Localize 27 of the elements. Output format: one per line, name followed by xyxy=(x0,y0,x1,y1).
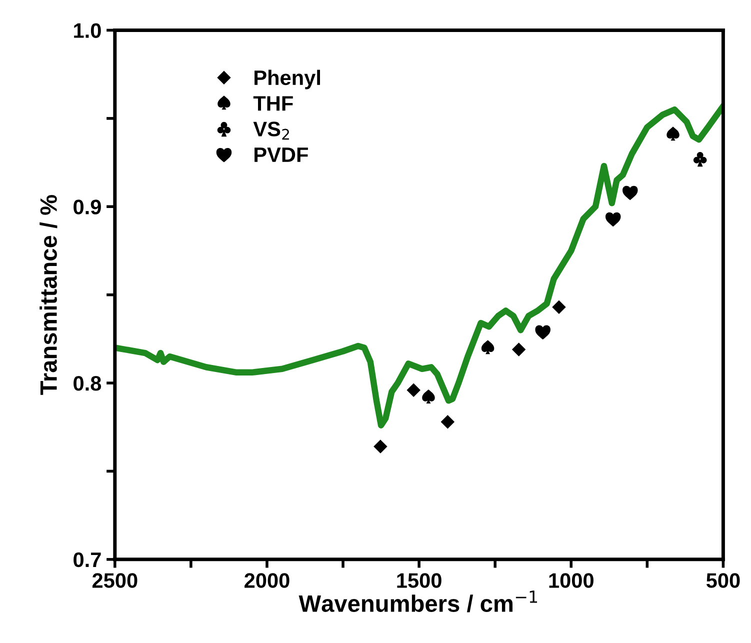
x-tick-label: 2000 xyxy=(244,573,290,588)
x-tick-label: 1000 xyxy=(549,573,594,588)
x-tick-label: 2500 xyxy=(92,573,138,588)
x-tick-label: 1500 xyxy=(397,573,442,588)
point xyxy=(622,186,638,200)
legend-label: Phenyl xyxy=(254,70,320,90)
point xyxy=(512,342,526,356)
point xyxy=(481,340,494,354)
y-tick-label: 0.9 xyxy=(74,200,101,214)
point xyxy=(693,152,707,167)
point xyxy=(666,126,680,141)
legend-label: VS$_{2}$ xyxy=(253,122,289,140)
y-axis-title: Transmittance / % xyxy=(40,195,58,395)
x-axis-title: Wavenumbers / cm$^{−1}$ xyxy=(298,590,538,612)
point xyxy=(535,325,550,340)
y-tick-label: 0.8 xyxy=(74,376,102,391)
point xyxy=(374,440,388,454)
point xyxy=(605,212,621,227)
point xyxy=(552,300,566,314)
point xyxy=(406,383,420,397)
legend-label: THF xyxy=(253,96,293,111)
legend-label: PVDF xyxy=(254,148,308,162)
point xyxy=(422,389,435,404)
x-tick-label: 500 xyxy=(706,573,740,588)
point xyxy=(440,414,455,429)
y-tick-label: 0.7 xyxy=(74,552,101,568)
y-tick-label: 1.0 xyxy=(74,23,101,38)
